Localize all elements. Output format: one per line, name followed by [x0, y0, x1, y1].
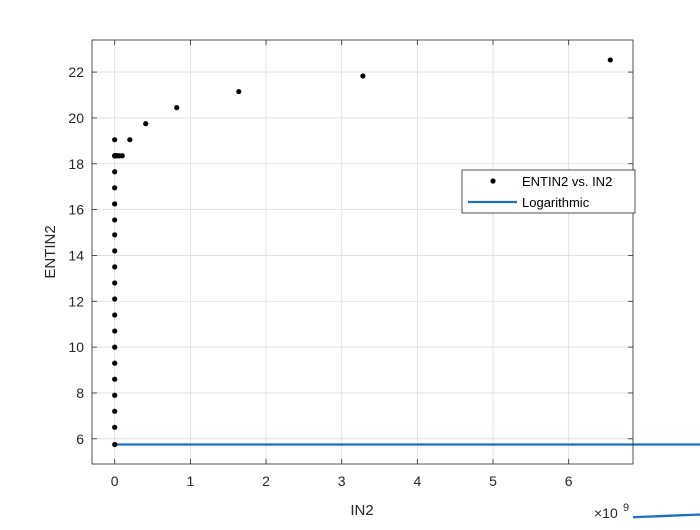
x-tick-label: 3 — [338, 473, 346, 489]
x-tick-label: 0 — [111, 473, 119, 489]
y-tick-label: 20 — [68, 110, 84, 126]
y-tick-label: 22 — [68, 64, 84, 80]
plot-area — [92, 40, 633, 464]
data-point — [112, 169, 118, 175]
data-point — [143, 121, 149, 127]
data-point — [360, 73, 366, 79]
y-axis-label: ENTIN2 — [42, 225, 59, 278]
x-tick-label: 6 — [565, 473, 573, 489]
data-point — [112, 376, 118, 382]
y-tick-label: 8 — [76, 385, 84, 401]
legend-marker-points — [490, 178, 496, 184]
data-point — [112, 328, 118, 334]
x-exponent-base: ×10 — [594, 505, 618, 521]
x-exponent: ×10 9 — [594, 502, 629, 521]
data-point — [112, 344, 118, 350]
data-point — [112, 201, 118, 207]
legend: ENTIN2 vs. IN2 Logarithmic — [461, 169, 636, 214]
data-layer — [112, 57, 700, 519]
data-point — [112, 408, 118, 414]
data-point — [174, 105, 180, 111]
data-point — [112, 232, 118, 238]
data-point — [236, 88, 242, 95]
data-point — [112, 217, 118, 223]
y-tick-label: 18 — [68, 156, 84, 172]
data-point — [112, 248, 118, 254]
y-tick-label: 6 — [76, 431, 84, 447]
y-tick-label: 12 — [68, 293, 84, 309]
data-point — [127, 137, 133, 143]
data-point — [112, 312, 118, 318]
x-exponent-power: 9 — [623, 502, 629, 514]
plot-frame — [91, 39, 634, 465]
y-tick-label: 14 — [68, 247, 84, 263]
data-point — [112, 185, 118, 191]
legend-label-points: ENTIN2 vs. IN2 — [522, 174, 612, 189]
y-tick-label: 10 — [68, 339, 84, 355]
data-point — [112, 280, 118, 286]
x-axis-label: IN2 — [350, 502, 373, 519]
legend-label-line: Logarithmic — [522, 195, 590, 210]
data-point — [112, 360, 118, 366]
data-point — [112, 441, 118, 448]
data-point — [112, 264, 118, 270]
x-tick-label: 1 — [186, 473, 194, 489]
x-tick-label: 5 — [489, 473, 497, 489]
data-point — [112, 424, 118, 430]
data-point — [607, 57, 613, 63]
data-point — [112, 392, 118, 398]
y-tick-label: 16 — [68, 202, 84, 218]
data-point — [112, 137, 118, 143]
data-point — [119, 153, 125, 159]
grid-lines — [92, 40, 633, 464]
data-point — [112, 296, 118, 302]
legend-box — [461, 169, 636, 214]
x-tick-label: 2 — [262, 473, 270, 489]
x-tick-label: 4 — [413, 473, 421, 489]
